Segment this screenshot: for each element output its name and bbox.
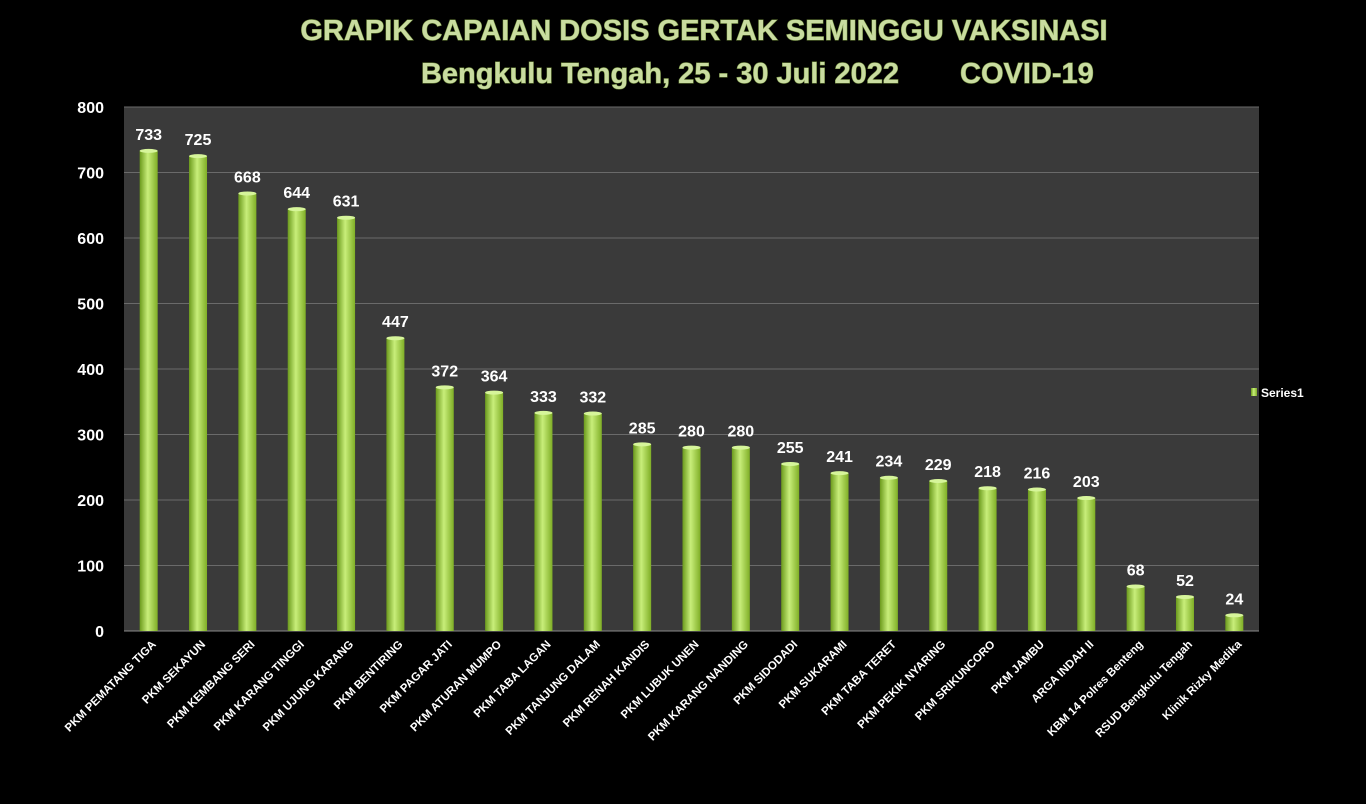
data-label: 52: [1176, 573, 1194, 590]
bar: [435, 387, 454, 631]
x-tick-label: PKM KARANG TINGGI: [212, 639, 307, 734]
data-label: 229: [925, 457, 952, 474]
bar-top: [1027, 487, 1046, 492]
bar-top: [830, 471, 849, 476]
data-label: 447: [382, 314, 409, 331]
bar-top: [435, 385, 454, 390]
data-label: 364: [481, 369, 508, 386]
bar-top: [337, 215, 356, 220]
legend-label: Series1: [1261, 386, 1304, 400]
bar: [978, 488, 997, 631]
x-tick-label: KBM 14 Polres Benteng: [1046, 639, 1146, 739]
bar: [1027, 489, 1046, 631]
bar-top: [139, 148, 158, 153]
data-label: 733: [135, 127, 162, 144]
data-label: 68: [1127, 562, 1145, 579]
bar: [287, 209, 306, 631]
data-label: 668: [234, 169, 261, 186]
data-label: 280: [678, 424, 705, 441]
chart-subtitle: Bengkulu Tengah, 25 - 30 Juli 2022: [421, 58, 899, 90]
x-tick-label: PKM KARANG NANDING: [646, 639, 751, 744]
x-tick-label: PKM PEKIK NYARING: [856, 639, 949, 732]
data-label: 332: [579, 390, 606, 407]
y-tick-label: 400: [77, 362, 104, 379]
bar-top: [583, 411, 602, 416]
bar-top: [781, 461, 800, 466]
bar-top: [287, 207, 306, 212]
y-tick-label: 500: [77, 297, 104, 314]
data-label: 631: [333, 194, 360, 211]
bar-top: [1077, 496, 1096, 501]
data-label: 280: [727, 424, 754, 441]
bar-top: [682, 445, 701, 450]
chart-title: GRAPIK CAPAIAN DOSIS GERTAK SEMINGGU VAK…: [300, 15, 1107, 47]
data-label: 203: [1073, 474, 1100, 491]
bar: [189, 156, 208, 631]
x-tick-label: PKM KEMBANG SERI: [165, 639, 257, 731]
y-tick-label: 0: [95, 624, 104, 641]
bar: [139, 150, 158, 631]
x-tick-label: PKM PEMATANG TIGA: [63, 639, 159, 735]
bar: [879, 477, 898, 631]
legend-swatch: [1251, 388, 1257, 396]
x-tick-label: PKM ATURAN MUMPO: [409, 639, 505, 735]
bar-top: [978, 486, 997, 491]
bar-top: [238, 191, 257, 196]
y-tick-label: 600: [77, 231, 104, 248]
bar: [1175, 596, 1194, 631]
x-tick-label: PKM UJUNG KARANG: [261, 639, 356, 734]
data-label: 644: [283, 185, 310, 202]
bar: [238, 193, 257, 631]
x-tick-label: PKM RENAH KANDIS: [561, 638, 652, 729]
x-tick-label: PKM TANJUNG DALAM: [504, 639, 603, 738]
data-label: 216: [1024, 466, 1051, 483]
bar-top: [386, 336, 405, 341]
data-label: 333: [530, 389, 557, 406]
bar: [534, 412, 553, 631]
data-label: 255: [777, 440, 804, 457]
data-label: 24: [1225, 591, 1243, 608]
y-tick-label: 100: [77, 559, 104, 576]
data-label: 372: [431, 363, 458, 380]
x-tick-label: RSUD Bengkulu Tengah: [1094, 639, 1195, 740]
bar: [386, 338, 405, 631]
bar: [633, 444, 652, 631]
y-tick-label: 700: [77, 166, 104, 183]
bar-top: [485, 390, 504, 395]
data-label: 241: [826, 449, 853, 466]
bar: [1225, 615, 1244, 631]
bar: [485, 392, 504, 631]
bar: [731, 447, 750, 631]
bar: [830, 473, 849, 631]
data-label: 234: [876, 454, 903, 471]
bar-top: [189, 154, 208, 159]
bar-top: [731, 445, 750, 450]
bar: [682, 447, 701, 631]
bar: [929, 481, 948, 631]
data-label: 725: [185, 132, 212, 149]
bar-top: [1175, 594, 1194, 599]
bar-top: [879, 475, 898, 480]
bar-top: [633, 442, 652, 447]
y-tick-label: 300: [77, 428, 104, 445]
bar: [1077, 498, 1096, 631]
bar: [583, 413, 602, 631]
data-label: 285: [629, 420, 656, 437]
y-tick-label: 800: [77, 100, 104, 117]
bar: [1126, 586, 1145, 631]
y-tick-label: 200: [77, 493, 104, 510]
bar-top: [534, 410, 553, 415]
bar: [781, 463, 800, 631]
bar: [337, 217, 356, 631]
bar-top: [1126, 584, 1145, 589]
bar-top: [1225, 613, 1244, 618]
data-label: 218: [974, 464, 1001, 481]
bar-top: [929, 479, 948, 484]
chart-subtitle-overlay: COVID-19: [960, 58, 1094, 90]
legend: Series1: [1251, 386, 1304, 400]
